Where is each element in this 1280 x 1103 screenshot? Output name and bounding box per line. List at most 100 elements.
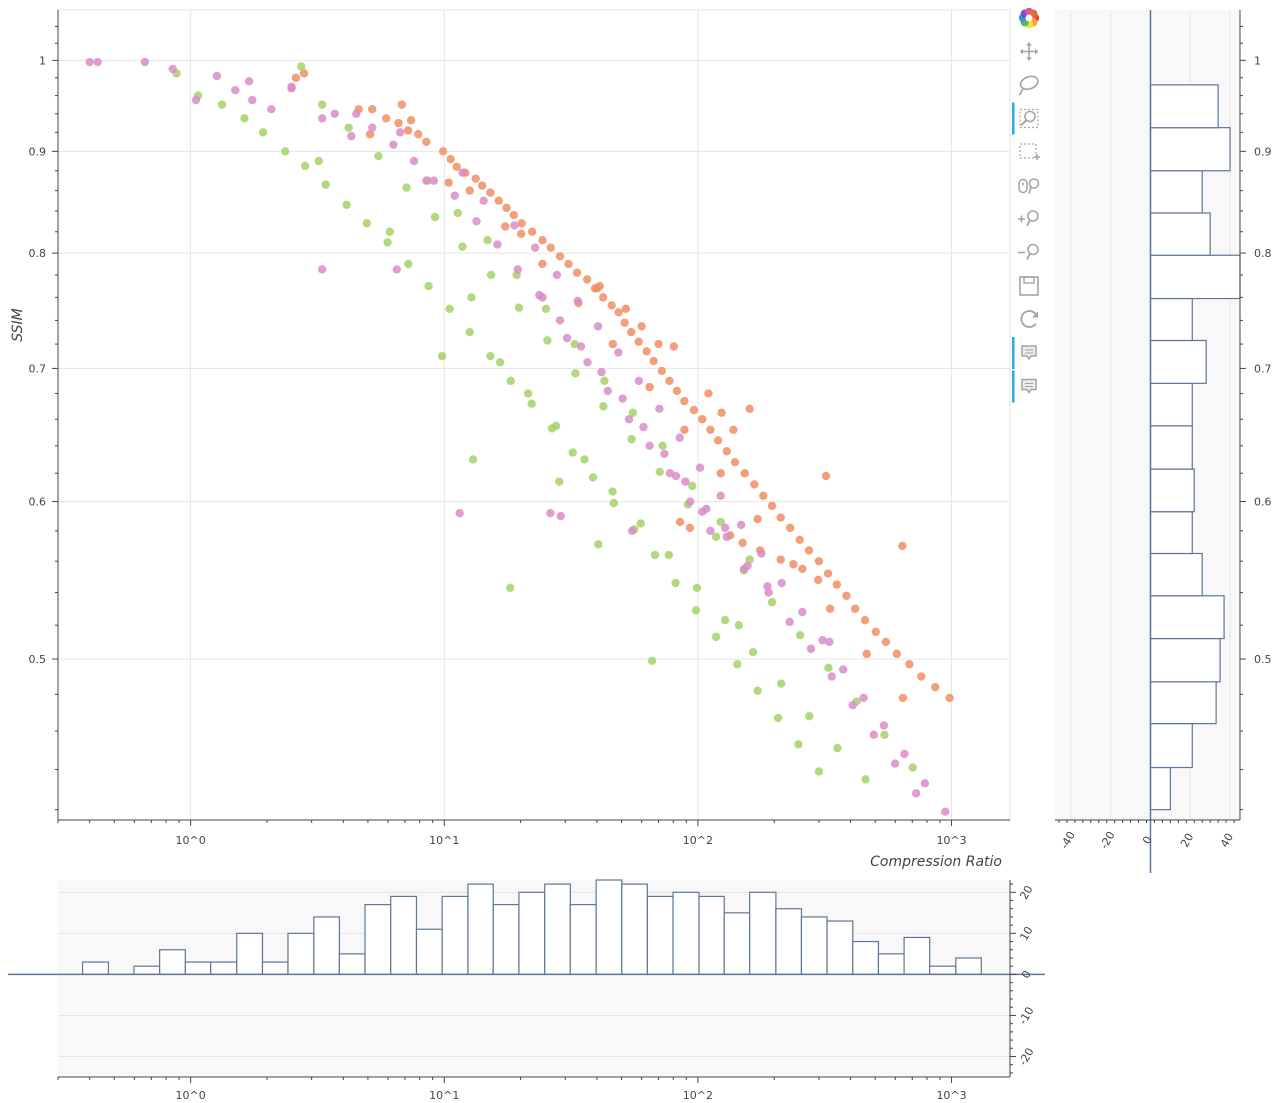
scatter-point	[614, 348, 623, 357]
scatter-point	[404, 259, 413, 269]
x-histogram-count-label: -20	[1016, 1046, 1036, 1068]
scatter-point	[785, 617, 794, 627]
x-histogram-bar	[903, 936, 931, 975]
reset-icon[interactable]	[1014, 306, 1044, 334]
scatter-point	[839, 665, 848, 674]
scatter-point	[467, 293, 476, 302]
zoom-in-icon[interactable]	[1014, 205, 1044, 233]
scatter-point	[595, 281, 604, 291]
y-histogram-bar	[1149, 127, 1231, 172]
x-histogram[interactable]: 10^0 10^1 10^2 10^3 -20 -10 0 10 20	[8, 879, 1045, 1102]
scatter-point	[231, 86, 240, 95]
scatter-point	[486, 188, 495, 197]
x-histogram-bar	[236, 932, 264, 975]
scatter-point	[757, 549, 766, 558]
zoom-out-icon[interactable]	[1014, 239, 1044, 267]
hover-icon[interactable]	[1012, 370, 1044, 403]
scatter-point	[472, 217, 481, 226]
scatter-point	[621, 304, 631, 314]
x-histogram-axes: 10^0 10^1 10^2 10^3 -20 -10 0 10 20	[8, 880, 1045, 1102]
scatter-point	[362, 219, 372, 228]
scatter-point	[598, 293, 608, 302]
scatter-point	[603, 386, 612, 396]
scatter-point	[716, 469, 725, 478]
scatter-point	[365, 130, 375, 139]
y-tick-label: 0.7	[29, 362, 47, 375]
scatter-point	[814, 767, 824, 776]
x-histogram-tick-label: 10^3	[936, 1089, 966, 1102]
scatter-point	[777, 578, 786, 588]
scatter-point	[706, 425, 715, 434]
scatter-point	[392, 265, 402, 274]
scatter-point	[824, 663, 833, 672]
scatter-point	[647, 656, 657, 665]
scatter-series-0	[291, 69, 954, 703]
scatter-point	[645, 441, 654, 451]
y-histogram-count-label: -40	[1058, 829, 1078, 851]
scatter-point	[85, 57, 94, 67]
bokeh-logo-icon[interactable]	[1014, 4, 1044, 32]
scatter-point	[403, 126, 413, 135]
y-histogram-tick-label: 0.5	[1254, 653, 1272, 666]
scatter-point	[871, 627, 881, 637]
hover-icon[interactable]	[1012, 337, 1044, 369]
scatter-point	[879, 721, 889, 730]
scatter-plot[interactable]: 10^0 10^1 10^2 10^3 0.5 0.6 0.7 0.8 0.9 1 Compres…	[10, 9, 1011, 870]
scatter-point	[736, 520, 746, 530]
scatter-point	[538, 293, 547, 302]
scatter-point	[748, 647, 758, 657]
box-zoom-icon[interactable]	[1012, 102, 1044, 135]
active-tool-indicator	[1012, 102, 1015, 135]
scatter-point	[695, 463, 705, 472]
scatter-point	[642, 347, 651, 356]
scatter-point	[600, 376, 609, 386]
scatter-point	[763, 582, 772, 591]
scatter-axes: 10^0 10^1 10^2 10^3 0.5 0.6 0.7 0.8 0.9 1	[29, 10, 1010, 847]
scatter-point	[869, 730, 879, 740]
scatter-point	[317, 265, 327, 274]
x-histogram-bar	[441, 895, 469, 975]
scatter-point	[599, 402, 608, 411]
y-histogram[interactable]: -40 -20 0 20 40 0.5 0.6 0.7 0.8 0.9 1	[1055, 10, 1272, 873]
active-tool-indicator	[1012, 370, 1015, 403]
scatter-point	[711, 632, 721, 642]
scatter-point	[941, 807, 950, 816]
scatter-point	[608, 339, 618, 349]
box-select-icon[interactable]	[1014, 138, 1044, 166]
x-histogram-bar	[852, 940, 880, 975]
scatter-point	[217, 100, 227, 109]
scatter-point	[880, 730, 889, 740]
y-histogram-tick-label: 0.9	[1254, 145, 1272, 158]
scatter-point	[424, 281, 433, 291]
scatter-point	[833, 743, 842, 753]
scatter-point	[513, 265, 523, 274]
x-histogram-bar	[390, 895, 418, 975]
x-histogram-bar	[569, 904, 597, 975]
y-histogram-bar	[1149, 681, 1217, 725]
scatter-point	[444, 178, 453, 187]
scatter-point	[422, 137, 431, 146]
scatter-point	[506, 583, 515, 592]
y-tick-label: 0.5	[29, 653, 47, 666]
scatter-point	[368, 104, 377, 114]
scatter-point	[861, 775, 870, 784]
lasso-select-icon[interactable]	[1014, 71, 1044, 99]
pan-icon[interactable]	[1014, 38, 1044, 66]
scatter-point	[414, 130, 423, 139]
scatter-point	[402, 183, 411, 192]
scatter-point	[446, 154, 455, 164]
scatter-point	[675, 433, 684, 442]
scatter-point	[776, 513, 785, 522]
scatter-point	[825, 604, 835, 613]
y-histogram-bar	[1149, 766, 1171, 811]
save-icon[interactable]	[1014, 272, 1044, 300]
scatter-point	[734, 620, 744, 630]
active-tool-indicator	[1012, 337, 1015, 369]
scatter-point	[627, 327, 636, 337]
scatter-point	[733, 660, 742, 669]
y-histogram-bar	[1149, 297, 1193, 342]
scatter-point	[477, 181, 487, 190]
y-histogram-bar	[1149, 722, 1193, 769]
wheel-zoom-icon[interactable]	[1014, 172, 1044, 200]
y-histogram-count-label: 40	[1218, 831, 1236, 850]
